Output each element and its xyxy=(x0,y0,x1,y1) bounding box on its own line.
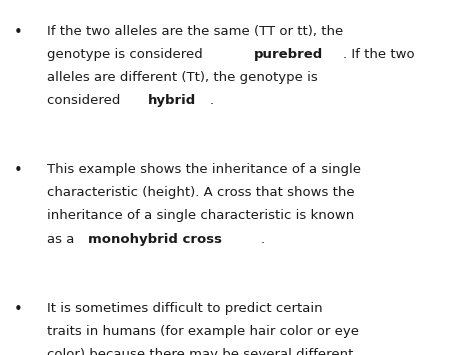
Text: considered: considered xyxy=(47,94,125,107)
Text: genotype is considered: genotype is considered xyxy=(47,48,208,61)
Text: •: • xyxy=(14,25,23,40)
Text: It is sometimes difficult to predict certain: It is sometimes difficult to predict cer… xyxy=(47,302,323,315)
Text: monohybrid cross: monohybrid cross xyxy=(88,233,222,246)
Text: .: . xyxy=(210,94,214,107)
Text: hybrid: hybrid xyxy=(147,94,196,107)
Text: characteristic (height). A cross that shows the: characteristic (height). A cross that sh… xyxy=(47,186,355,200)
Text: This example shows the inheritance of a single: This example shows the inheritance of a … xyxy=(47,163,361,176)
Text: color) because there may be several different: color) because there may be several diff… xyxy=(47,348,354,355)
Text: •: • xyxy=(14,302,23,317)
Text: purebred: purebred xyxy=(254,48,323,61)
Text: as a: as a xyxy=(47,233,79,246)
Text: .: . xyxy=(261,233,265,246)
Text: . If the two: . If the two xyxy=(343,48,415,61)
Text: inheritance of a single characteristic is known: inheritance of a single characteristic i… xyxy=(47,209,355,223)
Text: If the two alleles are the same (TT or tt), the: If the two alleles are the same (TT or t… xyxy=(47,25,344,38)
Text: •: • xyxy=(14,163,23,178)
Text: traits in humans (for example hair color or eye: traits in humans (for example hair color… xyxy=(47,325,359,338)
Text: alleles are different (Tt), the genotype is: alleles are different (Tt), the genotype… xyxy=(47,71,318,84)
